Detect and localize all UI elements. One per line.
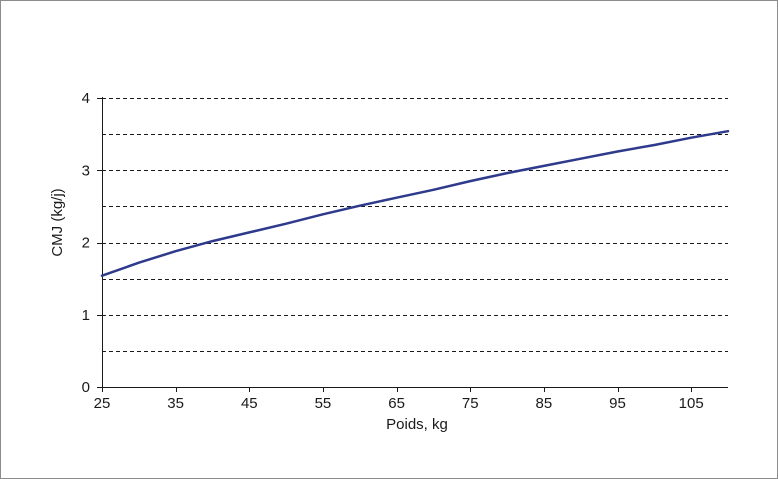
x-tick-label-85: 85: [536, 395, 553, 412]
y-tick-label-4: 4: [82, 90, 90, 107]
x-axis-title: Poids, kg: [386, 416, 448, 433]
x-tick-label-35: 35: [167, 395, 184, 412]
x-tick-label-75: 75: [462, 395, 479, 412]
axes: [97, 97, 728, 392]
tick-labels: 0 1 2 3 4 25 35 45 55 65 75 85 95 105: [82, 90, 704, 412]
y-tick-label-3: 3: [82, 162, 90, 179]
x-tick-label-55: 55: [315, 395, 332, 412]
x-tick-label-105: 105: [679, 395, 704, 412]
gridlines: [102, 98, 728, 352]
series-line-0: [100, 129, 730, 277]
x-tick-label-25: 25: [94, 395, 111, 412]
y-tick-label-1: 1: [82, 307, 90, 324]
y-tick-label-2: 2: [82, 235, 90, 252]
y-tick-label-0: 0: [82, 379, 90, 396]
y-axis-title: CMJ (kg/j): [49, 188, 66, 256]
series-layer: [100, 129, 730, 277]
x-tick-label-95: 95: [609, 395, 626, 412]
x-tick-label-45: 45: [241, 395, 258, 412]
x-tick-label-65: 65: [388, 395, 405, 412]
